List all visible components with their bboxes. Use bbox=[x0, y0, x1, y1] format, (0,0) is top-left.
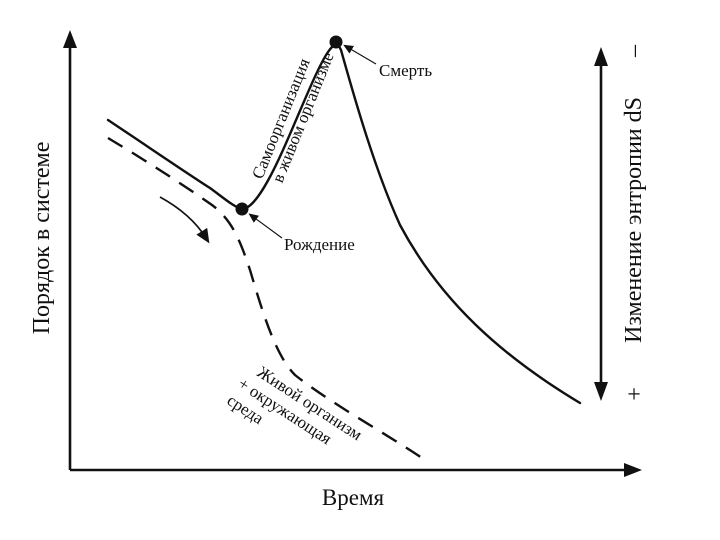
entropy-plus-sign: + bbox=[627, 382, 641, 408]
living-organism-curve bbox=[106, 43, 582, 405]
birth-point bbox=[235, 202, 249, 216]
y-axis-arrowhead bbox=[63, 30, 77, 48]
x-axis-arrowhead bbox=[624, 463, 642, 477]
entropy-minus-sign: – bbox=[621, 44, 647, 58]
entropy-scale-bottom-arrowhead bbox=[594, 382, 608, 401]
self-organization-label: Самоорганизация в живом организме bbox=[248, 50, 338, 186]
entropy-scale-label: Изменение энтропии dS bbox=[621, 97, 647, 343]
direction-arrow bbox=[159, 196, 210, 244]
organism-environment-curve bbox=[107, 136, 426, 461]
birth-label: Рождение bbox=[284, 235, 355, 254]
y-axis-label: Порядок в системе bbox=[29, 142, 55, 335]
death-point bbox=[329, 35, 343, 49]
death-pointer bbox=[343, 44, 377, 65]
x-axis-label: Время bbox=[322, 485, 385, 510]
entropy-scale-top-arrowhead bbox=[594, 47, 608, 66]
birth-pointer bbox=[248, 213, 283, 239]
death-label: Смерть bbox=[379, 61, 432, 80]
